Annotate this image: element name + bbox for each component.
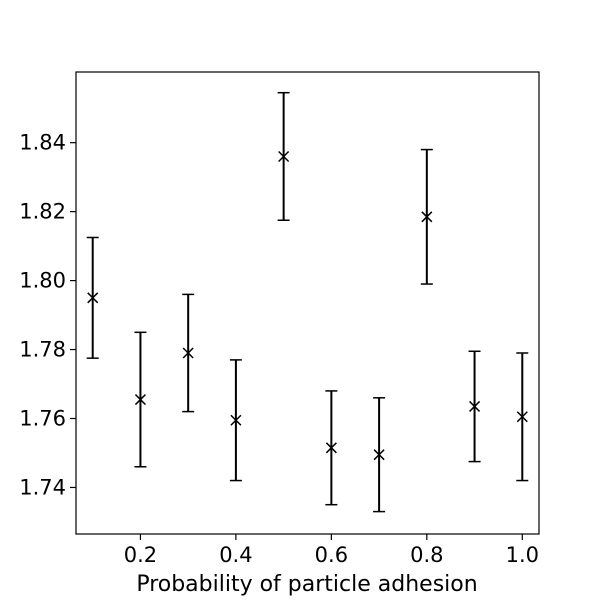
data-point (420, 148, 433, 285)
data-point (86, 236, 99, 359)
x-marker (134, 394, 146, 406)
y-tick-label: 1.80 (19, 269, 66, 293)
y-axis-ticks: 1.74 1.76 1.78 1.80 1.82 1.84 (19, 131, 76, 499)
data-point (325, 390, 338, 506)
data-points (86, 91, 529, 513)
x-marker (421, 211, 433, 223)
x-marker (325, 442, 337, 454)
plot-frame (75, 71, 540, 535)
data-point (277, 91, 290, 222)
data-point (468, 350, 481, 463)
x-marker (182, 347, 194, 359)
y-tick-label: 1.84 (19, 131, 66, 155)
x-tick-label: 0.6 (315, 543, 348, 567)
x-marker (87, 292, 99, 304)
data-point (373, 397, 386, 513)
y-tick-label: 1.76 (19, 407, 66, 431)
y-tick-label: 1.74 (19, 475, 66, 499)
x-tick-label: 1.0 (506, 543, 539, 567)
x-marker (278, 150, 290, 163)
data-point (134, 331, 147, 468)
y-tick-label: 1.78 (19, 338, 66, 362)
x-axis-ticks: 0.2 0.4 0.6 0.8 1.0 (124, 534, 539, 567)
x-tick-label: 0.8 (410, 543, 443, 567)
y-tick-label: 1.82 (19, 200, 66, 224)
x-marker (516, 411, 528, 423)
x-marker (230, 414, 242, 426)
x-tick-label: 0.4 (219, 543, 252, 567)
x-marker (373, 449, 385, 461)
x-tick-label: 0.2 (124, 543, 157, 567)
data-point (229, 359, 242, 482)
x-axis-title: Probability of particle adhesion (136, 572, 477, 597)
x-marker (469, 400, 481, 412)
data-point (516, 352, 529, 482)
data-point (182, 293, 195, 413)
